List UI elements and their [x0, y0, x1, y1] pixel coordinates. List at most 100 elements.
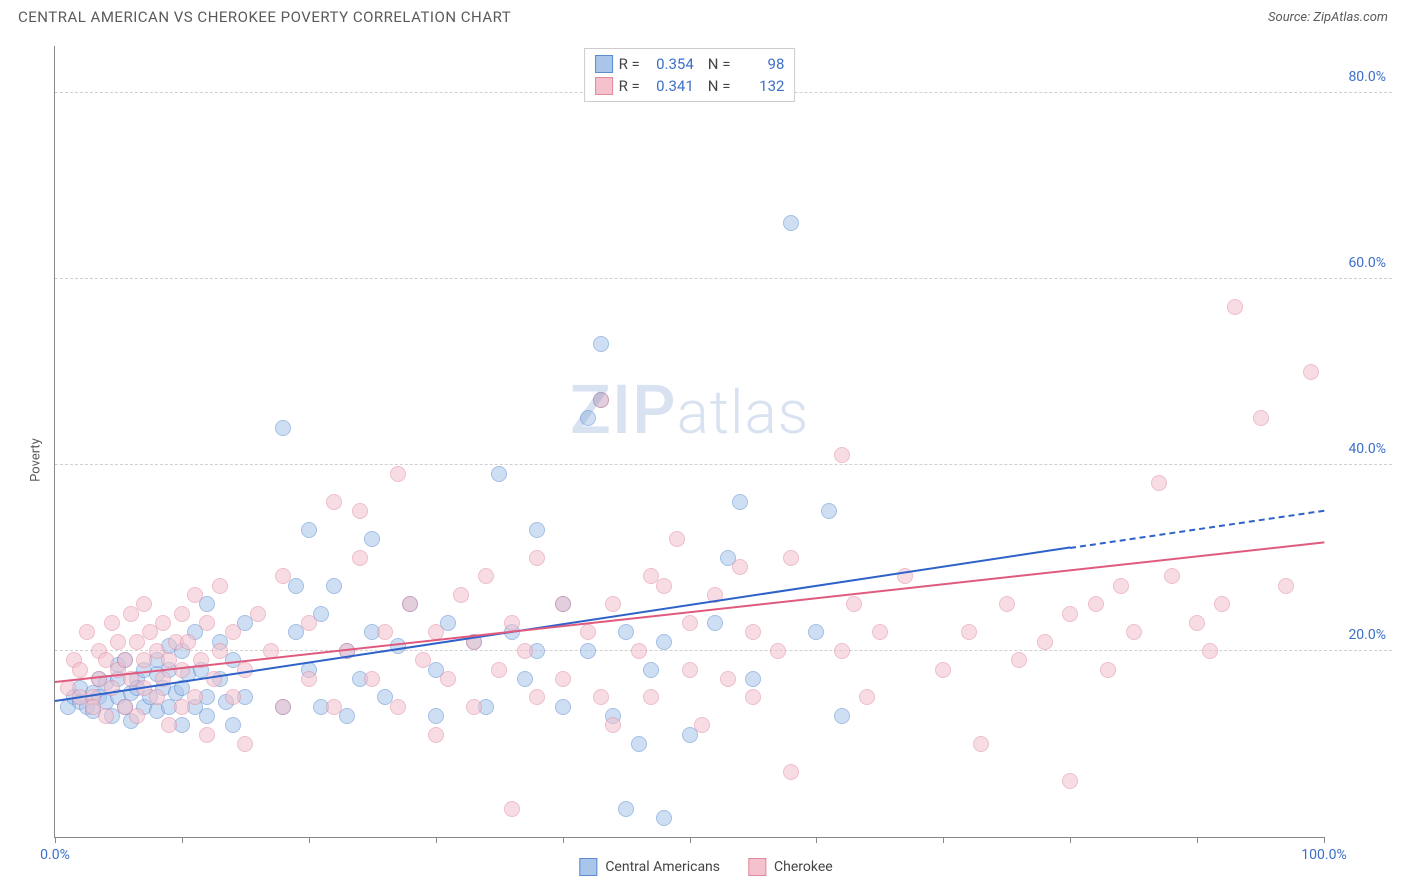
scatter-point [390, 466, 406, 482]
scatter-point [199, 615, 215, 631]
scatter-point [1011, 652, 1027, 668]
scatter-point [745, 689, 761, 705]
scatter-point [1303, 364, 1319, 380]
y-axis-label: Poverty [28, 438, 43, 482]
scatter-point [1189, 615, 1205, 631]
scatter-point [1214, 596, 1230, 612]
gridline [55, 464, 1392, 465]
scatter-point [834, 708, 850, 724]
scatter-point [155, 615, 171, 631]
scatter-point [212, 643, 228, 659]
legend-label: Cherokee [774, 859, 833, 875]
scatter-point [732, 494, 748, 510]
scatter-point [199, 727, 215, 743]
scatter-point [605, 596, 621, 612]
scatter-point [1126, 624, 1142, 640]
scatter-point [187, 587, 203, 603]
scatter-point [72, 662, 88, 678]
legend-item: Cherokee [748, 858, 833, 876]
scatter-point [605, 717, 621, 733]
y-tick-label: 40.0% [1348, 441, 1386, 457]
x-tick [309, 837, 310, 843]
x-tick-label: 0.0% [40, 847, 70, 863]
scatter-point [275, 568, 291, 584]
scatter-point [237, 736, 253, 752]
scatter-point [555, 671, 571, 687]
legend-label: Central Americans [605, 859, 720, 875]
scatter-point [1062, 773, 1078, 789]
scatter-point [656, 578, 672, 594]
x-tick [1070, 837, 1071, 843]
legend-n-label: N = [708, 55, 731, 73]
legend-r-label: R = [619, 55, 640, 73]
scatter-point [364, 671, 380, 687]
correlation-legend: R =0.354N =98R =0.341N =132 [584, 48, 796, 102]
scatter-point [491, 466, 507, 482]
y-tick-label: 20.0% [1348, 627, 1386, 643]
scatter-point [440, 671, 456, 687]
scatter-point [720, 671, 736, 687]
x-tick [55, 837, 56, 843]
x-tick [1197, 837, 1198, 843]
chart-source: Source: ZipAtlas.com [1268, 10, 1388, 25]
scatter-point [117, 652, 133, 668]
scatter-point [580, 643, 596, 659]
scatter-point [1062, 606, 1078, 622]
scatter-point [187, 689, 203, 705]
scatter-point [783, 550, 799, 566]
scatter-point [732, 559, 748, 575]
scatter-point [326, 578, 342, 594]
scatter-point [935, 662, 951, 678]
scatter-point [618, 624, 634, 640]
x-tick [1324, 837, 1325, 843]
scatter-point [149, 689, 165, 705]
scatter-point [593, 392, 609, 408]
scatter-point [631, 736, 647, 752]
scatter-point [783, 215, 799, 231]
scatter-point [834, 447, 850, 463]
legend-swatch [748, 858, 766, 876]
legend-swatch [595, 55, 613, 73]
scatter-point [110, 634, 126, 650]
legend-n-label: N = [708, 77, 731, 95]
scatter-point [504, 615, 520, 631]
scatter-point [580, 624, 596, 640]
x-tick [563, 837, 564, 843]
legend-swatch [595, 77, 613, 95]
scatter-point [555, 596, 571, 612]
scatter-point [129, 708, 145, 724]
gridline [55, 650, 1392, 651]
legend-swatch [579, 858, 597, 876]
gridline [55, 278, 1392, 279]
trend-line [1070, 509, 1324, 548]
legend-r-label: R = [619, 77, 640, 95]
scatter-point [682, 662, 698, 678]
scatter-point [1164, 568, 1180, 584]
scatter-point [973, 736, 989, 752]
scatter-point [390, 699, 406, 715]
scatter-point [631, 643, 647, 659]
chart-title: CENTRAL AMERICAN VS CHEROKEE POVERTY COR… [18, 8, 511, 26]
scatter-point [415, 652, 431, 668]
scatter-point [1227, 299, 1243, 315]
scatter-point [821, 503, 837, 519]
scatter-point [618, 801, 634, 817]
scatter-point [580, 410, 596, 426]
scatter-point [352, 503, 368, 519]
legend-n-value: 98 [736, 55, 784, 73]
scatter-point [745, 624, 761, 640]
scatter-point [275, 699, 291, 715]
scatter-point [1037, 634, 1053, 650]
legend-r-value: 0.354 [646, 55, 694, 73]
scatter-point [301, 522, 317, 538]
scatter-point [643, 662, 659, 678]
scatter-point [225, 717, 241, 733]
scatter-point [212, 578, 228, 594]
scatter-point [745, 671, 761, 687]
scatter-point [517, 671, 533, 687]
scatter-point [529, 550, 545, 566]
scatter-point [79, 624, 95, 640]
scatter-point [669, 531, 685, 547]
legend-n-value: 132 [736, 77, 784, 95]
scatter-point [225, 624, 241, 640]
